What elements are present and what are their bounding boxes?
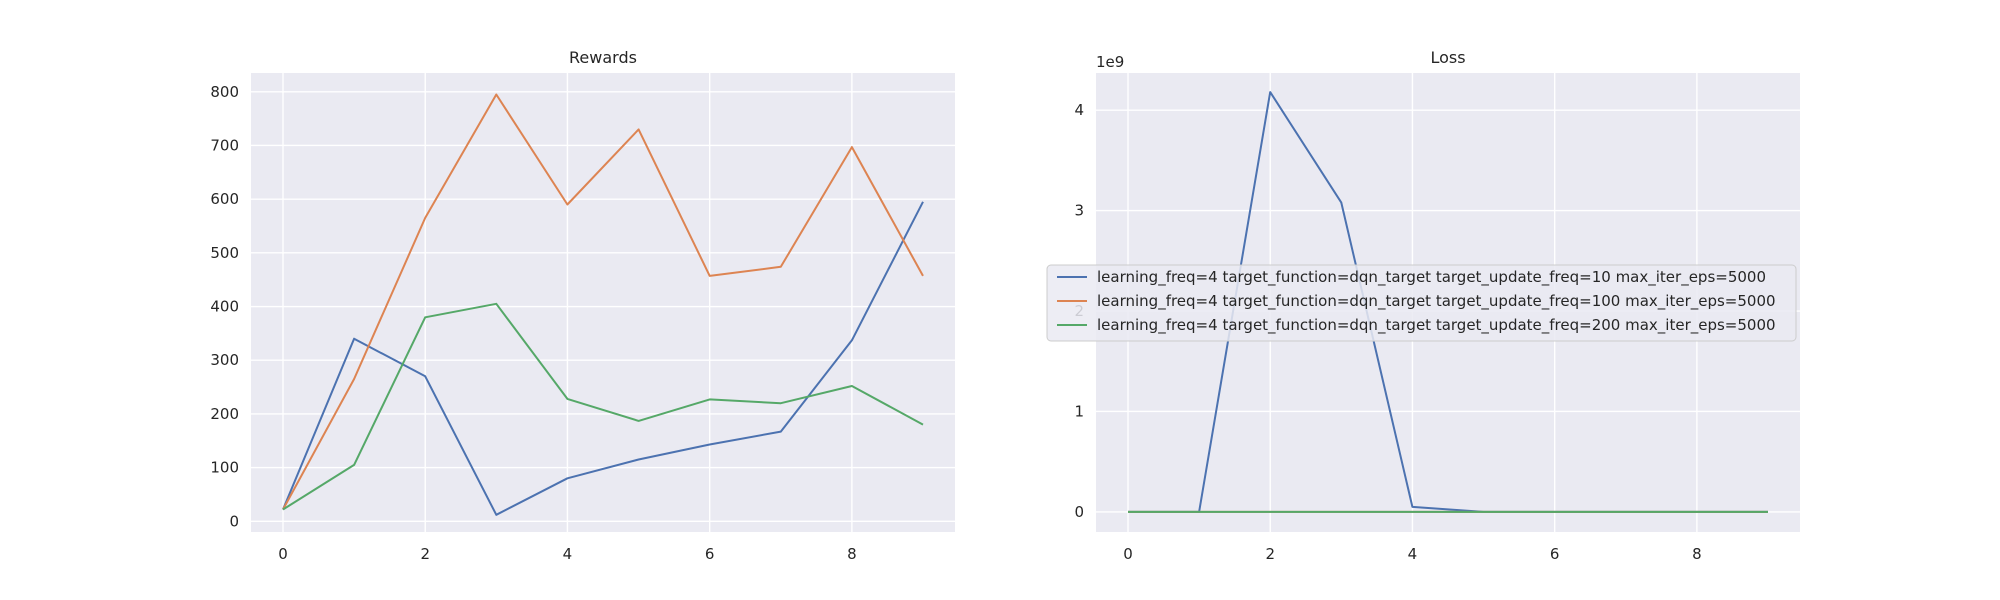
rewards-series [282,93,924,516]
rewards-y-tick-label: 100 [210,459,239,477]
rewards-series-line-1 [282,201,924,516]
legend-box [1046,264,1797,342]
rewards-ticks: 0 2 4 6 8 0 100 200 300 400 500 600 700 800 [210,83,856,563]
rewards-y-tick-label: 800 [210,83,239,101]
legend-entry-label-1: learning_freq=4 target_function=dqn_targ… [1097,268,1766,287]
rewards-x-tick-label: 8 [847,545,857,563]
rewards-y-tick-label: 400 [210,298,239,316]
legend: learning_freq=4 target_function=dqn_targ… [1046,264,1797,342]
loss-title: Loss [1430,48,1465,67]
loss-x-tick-label: 6 [1550,545,1560,563]
rewards-series-line-2 [282,93,924,510]
loss-y-tick-label: 4 [1074,101,1084,119]
rewards-series-line-3 [282,302,924,511]
loss-y-tick-label: 1 [1074,402,1084,420]
rewards-chart: 0 2 4 6 8 0 100 200 300 400 500 600 700 800 Rewards [210,48,955,563]
loss-x-tick-label: 0 [1123,545,1133,563]
rewards-x-tick-label: 0 [278,545,288,563]
rewards-x-tick-label: 6 [705,545,715,563]
rewards-y-tick-label: 500 [210,244,239,262]
rewards-x-tick-label: 2 [420,545,430,563]
loss-x-tick-label: 4 [1408,545,1418,563]
rewards-grid [251,73,955,532]
loss-x-tick-label: 8 [1692,545,1702,563]
loss-y-offset-label: 1e9 [1096,53,1124,71]
rewards-y-tick-label: 700 [210,136,239,154]
legend-entry-label-3: learning_freq=4 target_function=dqn_targ… [1097,316,1776,335]
loss-y-tick-label: 0 [1074,503,1084,521]
rewards-y-tick-label: 600 [210,190,239,208]
rewards-x-tick-label: 4 [563,545,573,563]
rewards-y-tick-label: 200 [210,405,239,423]
rewards-y-tick-label: 300 [210,351,239,369]
loss-x-tick-label: 2 [1265,545,1275,563]
loss-y-tick-label: 3 [1074,202,1084,220]
rewards-title: Rewards [569,48,637,67]
rewards-y-tick-label: 0 [229,512,239,530]
legend-entries: learning_freq=4 target_function=dqn_targ… [1057,268,1776,335]
legend-entry-label-2: learning_freq=4 target_function=dqn_targ… [1097,292,1776,311]
rewards-plot-area [251,73,955,532]
